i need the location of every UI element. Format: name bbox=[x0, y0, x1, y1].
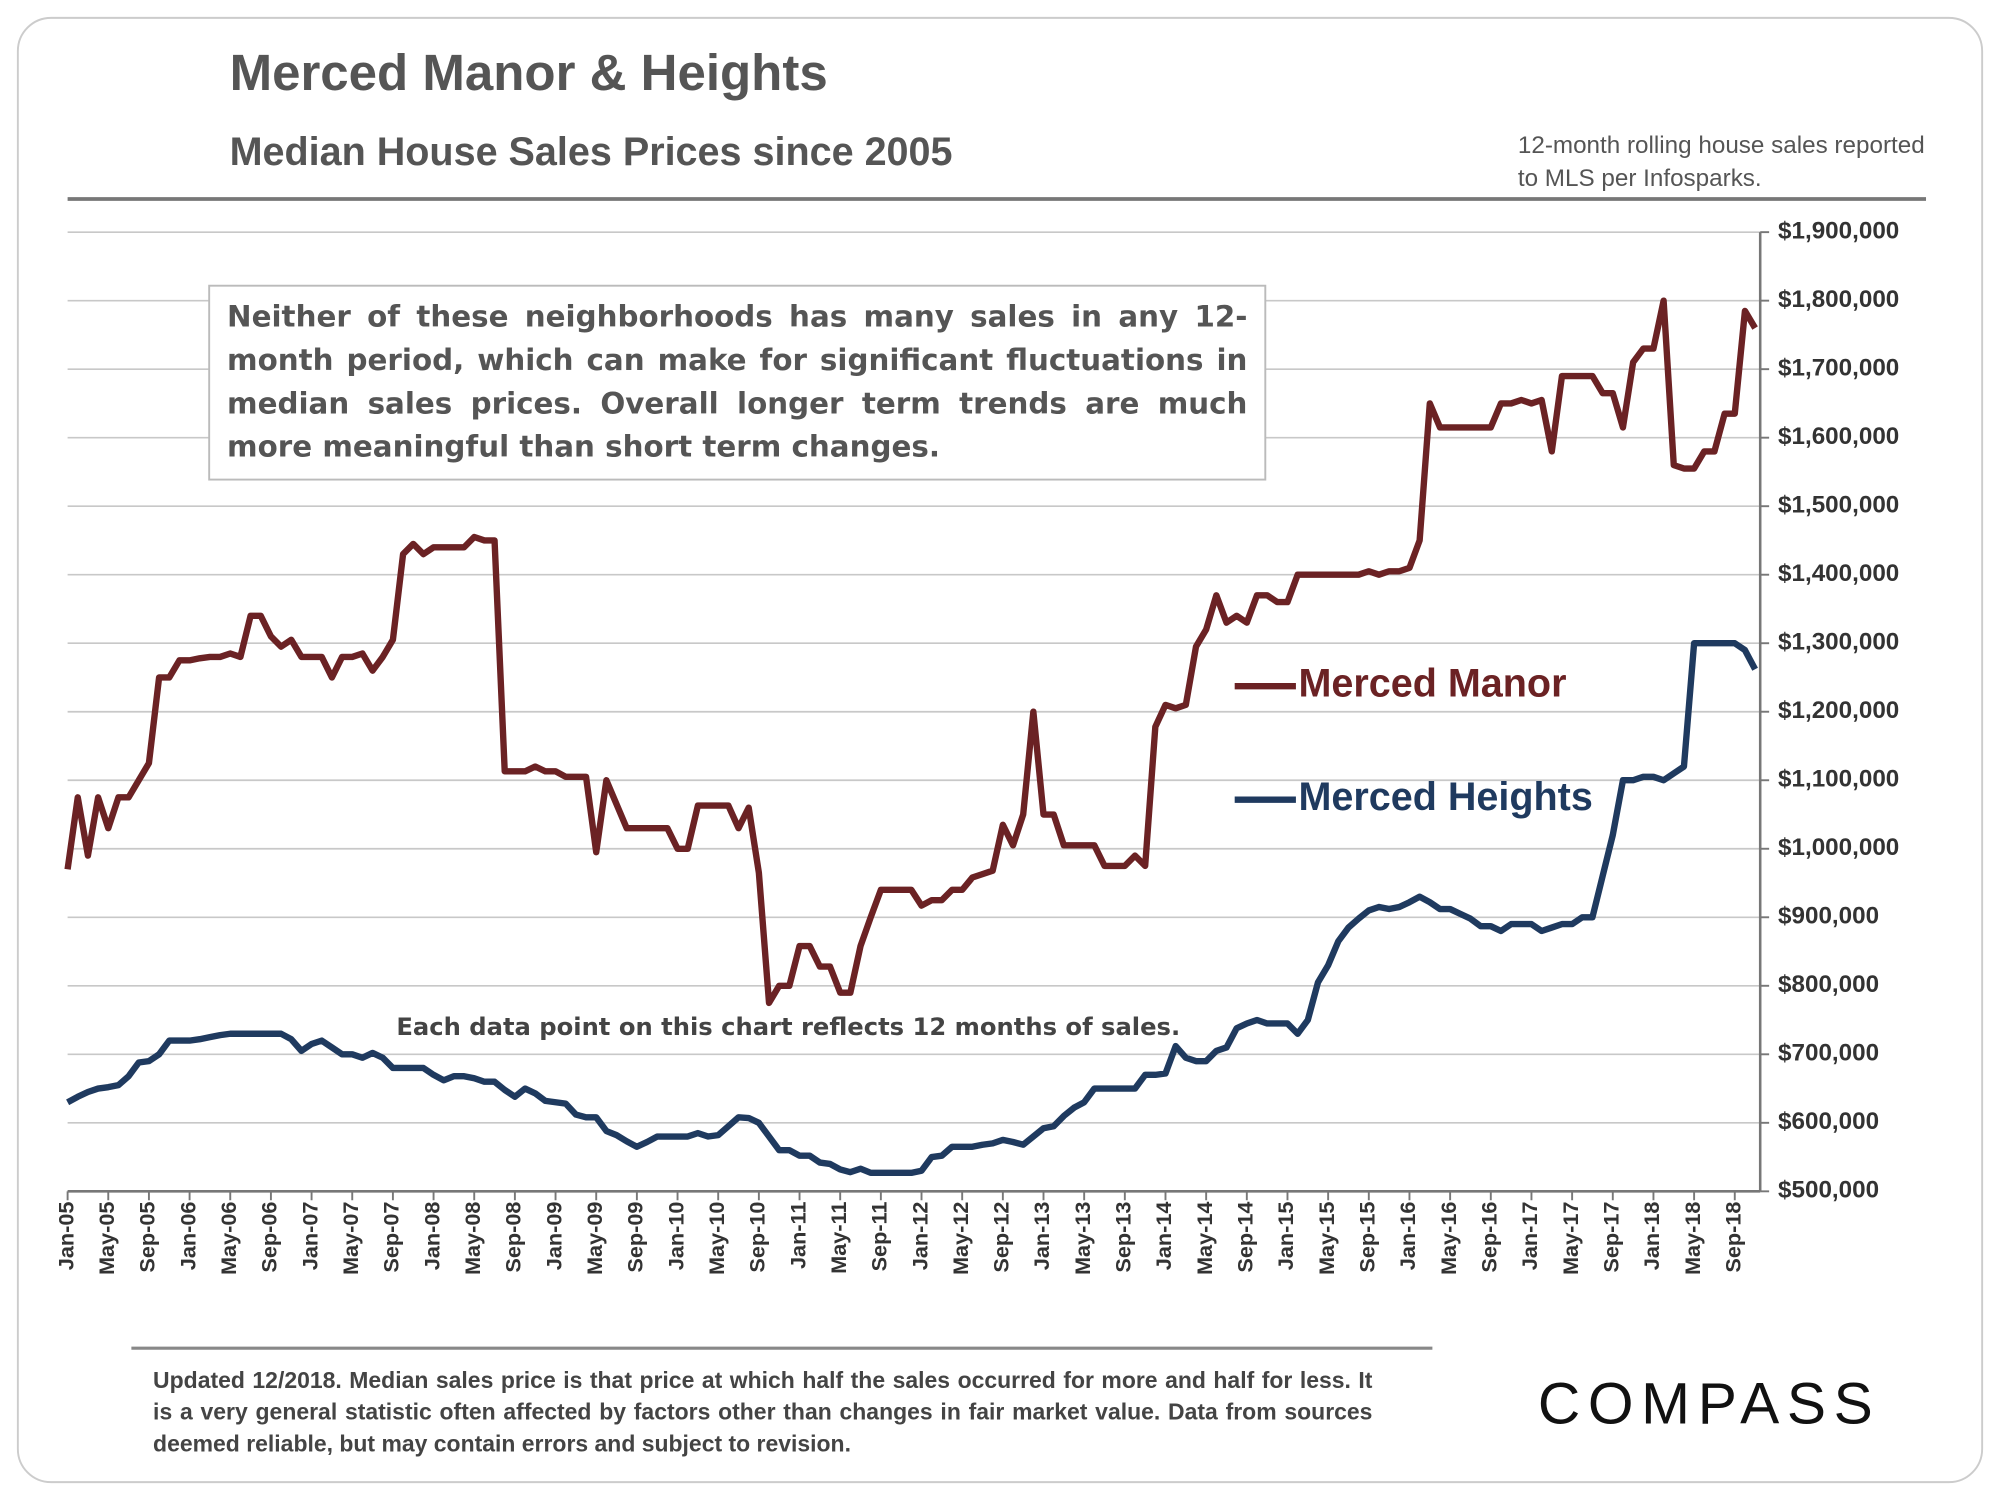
y-tick-label: $700,000 bbox=[1778, 1040, 1879, 1067]
x-tick-label: Jan-13 bbox=[1029, 1202, 1054, 1271]
x-tick-label: May-14 bbox=[1192, 1202, 1217, 1275]
x-tick-label: May-09 bbox=[582, 1202, 607, 1275]
brand-logo: COMPASS bbox=[1538, 1372, 1881, 1437]
x-tick-label: May-16 bbox=[1436, 1202, 1461, 1275]
y-tick-label: $1,000,000 bbox=[1778, 834, 1899, 861]
x-tick-label: Jan-15 bbox=[1273, 1202, 1298, 1271]
footer-container: Updated 12/2018. Median sales price is t… bbox=[153, 1367, 1373, 1457]
y-tick-label: $1,600,000 bbox=[1778, 423, 1899, 450]
annotation-text: Neither of these neighborhoods has many … bbox=[227, 301, 1248, 465]
x-tick-label: May-10 bbox=[704, 1202, 729, 1275]
annotation-box bbox=[208, 284, 1267, 481]
x-tick-label: Sep-08 bbox=[501, 1202, 526, 1273]
legend-label: Merced Manor bbox=[1298, 662, 1566, 706]
x-tick-label: Sep-17 bbox=[1599, 1202, 1624, 1273]
y-tick-label: $1,900,000 bbox=[1778, 218, 1899, 245]
y-tick-label: $600,000 bbox=[1778, 1108, 1879, 1135]
x-tick-label: May-12 bbox=[948, 1202, 973, 1275]
x-tick-label: Jan-11 bbox=[785, 1202, 810, 1269]
chart-title: Merced Manor & Heights bbox=[230, 44, 828, 101]
x-tick-label: Sep-09 bbox=[623, 1202, 648, 1273]
x-tick-label: Jan-14 bbox=[1151, 1202, 1176, 1271]
y-tick-label: $1,800,000 bbox=[1778, 286, 1899, 313]
x-tick-label: Jan-10 bbox=[663, 1202, 688, 1271]
x-tick-label: Jan-12 bbox=[907, 1202, 932, 1271]
x-tick-label: May-06 bbox=[216, 1202, 241, 1275]
source-note: 12-month rolling house sales reported to… bbox=[1517, 132, 1925, 193]
x-tick-label: Sep-05 bbox=[135, 1202, 160, 1273]
y-tick-label: $1,300,000 bbox=[1778, 629, 1899, 656]
series-line bbox=[64, 297, 1758, 1007]
annotation-container: Neither of these neighborhoods has many … bbox=[227, 301, 1248, 465]
x-tick-label: Jan-16 bbox=[1395, 1202, 1420, 1271]
x-tick-label: Jan-08 bbox=[419, 1202, 444, 1271]
x-tick-label: Sep-16 bbox=[1477, 1202, 1502, 1273]
x-tick-label: May-18 bbox=[1680, 1202, 1705, 1275]
y-tick-label: $1,400,000 bbox=[1778, 560, 1899, 587]
annotation-point: Each data point on this chart reflects 1… bbox=[396, 1013, 1180, 1041]
x-tick-label: May-15 bbox=[1314, 1202, 1339, 1275]
x-tick-label: Sep-12 bbox=[989, 1202, 1014, 1273]
legend-label: Merced Heights bbox=[1298, 775, 1592, 819]
x-tick-label: Sep-07 bbox=[379, 1202, 404, 1273]
x-tick-label: Jan-05 bbox=[53, 1202, 78, 1271]
x-tick-label: Sep-18 bbox=[1721, 1202, 1746, 1273]
y-tick-label: $500,000 bbox=[1778, 1177, 1879, 1204]
chart-subtitle: Median House Sales Prices since 2005 bbox=[230, 130, 953, 174]
y-tick-label: $1,100,000 bbox=[1778, 766, 1899, 793]
x-tick-label: Jan-09 bbox=[541, 1202, 566, 1271]
note-container: 12-month rolling house sales reported to… bbox=[1517, 132, 1925, 193]
footer-text: Updated 12/2018. Median sales price is t… bbox=[153, 1367, 1373, 1457]
x-tick-label: Sep-15 bbox=[1355, 1202, 1380, 1273]
x-tick-label: May-17 bbox=[1558, 1202, 1583, 1275]
x-tick-label: Sep-13 bbox=[1111, 1202, 1136, 1273]
x-tick-label: Sep-14 bbox=[1233, 1202, 1258, 1273]
y-tick-label: $800,000 bbox=[1778, 971, 1879, 998]
y-tick-label: $1,700,000 bbox=[1778, 355, 1899, 382]
x-tick-label: Jan-07 bbox=[297, 1202, 322, 1271]
x-tick-label: May-08 bbox=[460, 1202, 485, 1275]
x-tick-label: May-11 bbox=[826, 1202, 851, 1274]
x-tick-label: May-07 bbox=[338, 1202, 363, 1275]
x-tick-label: Jan-17 bbox=[1517, 1202, 1542, 1271]
series-line bbox=[66, 640, 1758, 1177]
x-tick-label: May-05 bbox=[94, 1202, 119, 1275]
y-tick-label: $900,000 bbox=[1778, 903, 1879, 930]
x-tick-label: Sep-11 bbox=[867, 1202, 892, 1272]
x-tick-label: Jan-18 bbox=[1639, 1202, 1664, 1271]
y-tick-label: $1,500,000 bbox=[1778, 492, 1899, 519]
x-tick-label: Jan-06 bbox=[175, 1202, 200, 1271]
plot-area: $500,000 $600,000 $700,000 $800,000 $900,000… bbox=[53, 218, 1899, 1275]
x-tick-label: May-13 bbox=[1070, 1202, 1095, 1275]
x-tick-label: Sep-06 bbox=[257, 1202, 282, 1273]
x-tick-label: Sep-10 bbox=[745, 1202, 770, 1273]
y-tick-label: $1,200,000 bbox=[1778, 697, 1899, 724]
